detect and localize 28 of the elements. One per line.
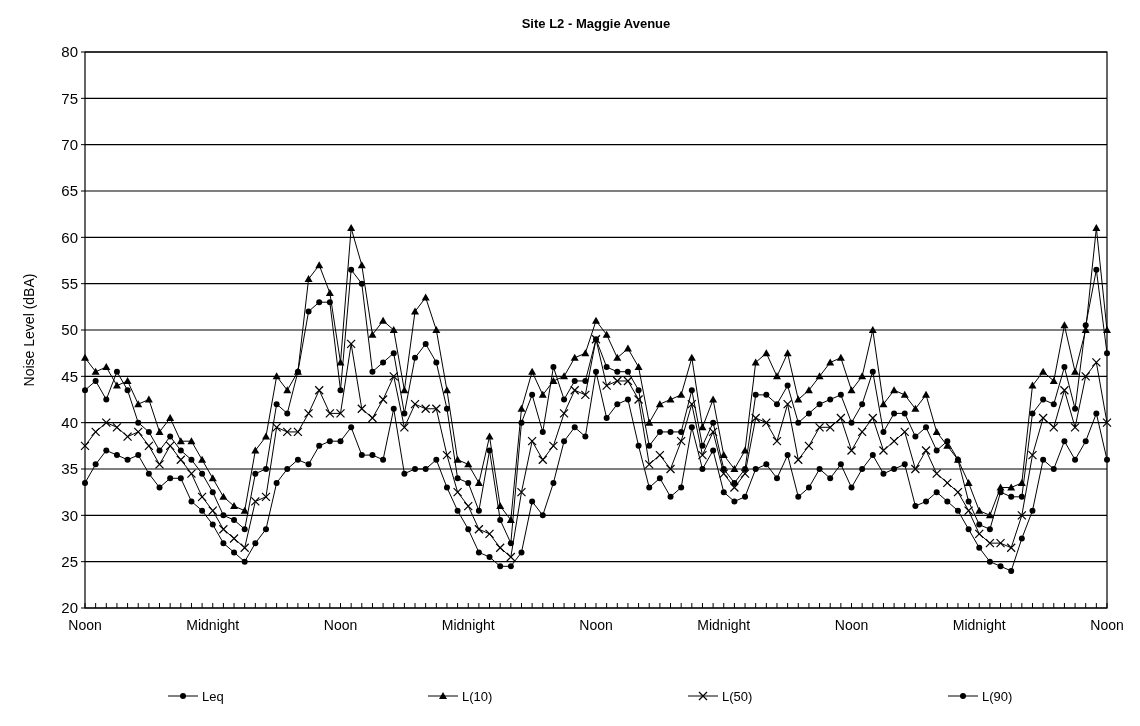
- x-tick-label: Noon: [1090, 617, 1124, 633]
- y-tick-label: 40: [61, 413, 78, 431]
- x-tick-label: Midnight: [952, 617, 1006, 633]
- x-tick-label: Noon: [323, 617, 358, 633]
- y-tick-label: 60: [61, 228, 78, 246]
- x-tick-label: Midnight: [186, 617, 240, 633]
- x-tick-label: Noon: [579, 617, 613, 633]
- y-tick-label: 70: [61, 135, 78, 153]
- y-tick-label: 30: [61, 506, 78, 524]
- y-tick-label: 80: [61, 43, 78, 61]
- y-tick-label: 45: [61, 367, 78, 385]
- y-tick-label: 20: [61, 599, 78, 617]
- chart-title: Site L2 - Maggie Avenue: [521, 16, 671, 31]
- x-tick-label: Midnight: [441, 617, 495, 633]
- y-tick-label: 25: [61, 552, 78, 570]
- legend-label: L(50): [722, 688, 753, 704]
- x-tick-label: Midnight: [697, 617, 751, 633]
- y-tick-label: 65: [61, 182, 78, 200]
- y-tick-label: 35: [61, 460, 78, 478]
- legend-label: L(90): [982, 688, 1013, 704]
- legend-label: Leq: [202, 688, 224, 704]
- x-tick-label: Noon: [834, 617, 869, 633]
- y-tick-label: 55: [61, 274, 78, 292]
- y-tick-label: 75: [61, 89, 78, 107]
- y-tick-label: 50: [61, 321, 78, 339]
- x-tick-label: Noon: [68, 617, 102, 633]
- legend-label: L(10): [462, 688, 493, 704]
- y-axis-title: Noise Level (dBA): [21, 273, 37, 387]
